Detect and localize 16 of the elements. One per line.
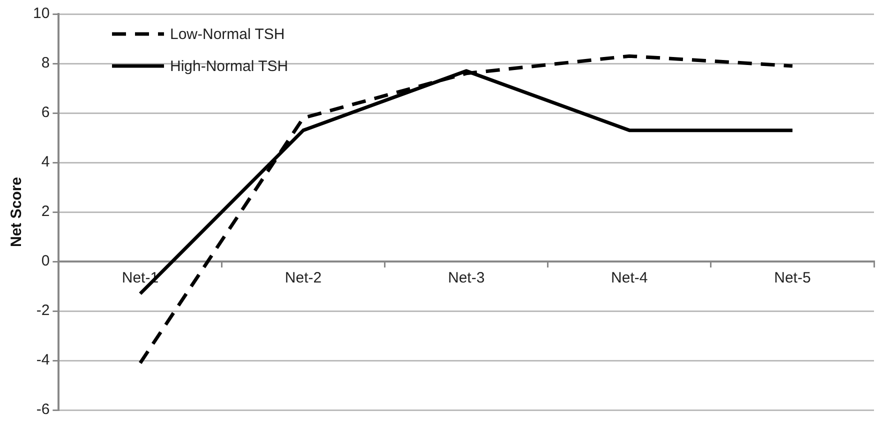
y-tick-label: 8 [41,54,50,72]
x-tick-label: Net-4 [611,270,648,287]
legend-label: High-Normal TSH [170,58,288,74]
y-tick-label: -2 [36,302,50,320]
y-tick-label: 0 [41,252,50,270]
y-tick-label: -6 [36,401,50,418]
y-axis-title: Net Score [8,176,26,248]
y-tick-label: 2 [41,203,50,220]
legend-label: Low-Normal TSH [170,26,285,42]
y-tick-label: 6 [41,104,50,122]
y-tick-label: -4 [36,352,50,369]
y-tick-label: 4 [41,154,50,171]
y-tick-label: 10 [32,5,50,22]
x-tick-label: Net-3 [448,270,485,287]
x-tick-label: Net-5 [774,270,811,287]
x-tick-label: Net-2 [284,270,322,287]
